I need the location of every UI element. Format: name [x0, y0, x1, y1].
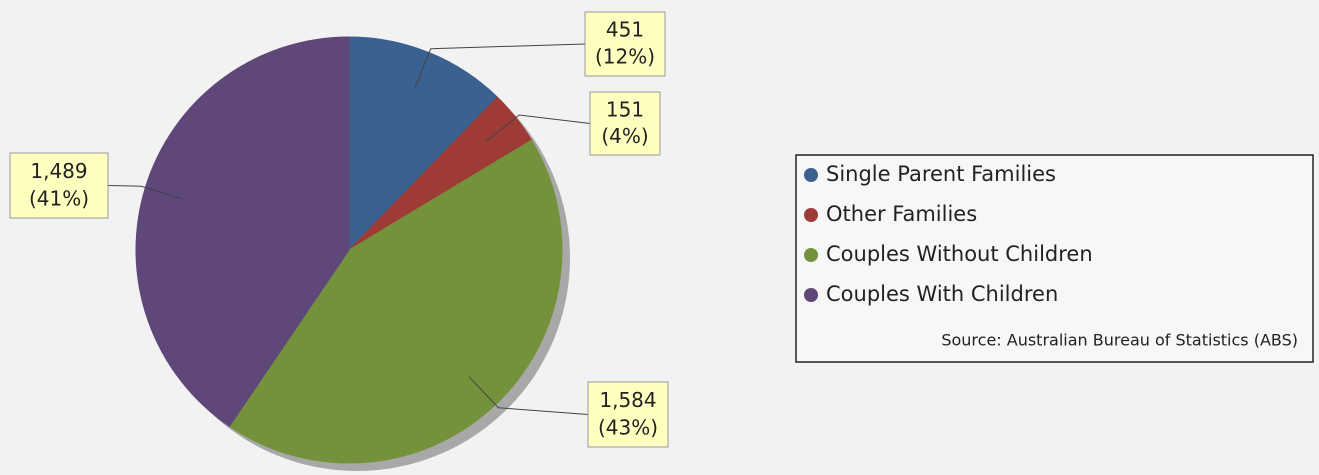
- legend-label: Couples Without Children: [826, 242, 1093, 266]
- percent-label: (43%): [598, 415, 658, 439]
- legend-swatch: [804, 248, 818, 262]
- value-label: 451: [606, 18, 644, 42]
- legend-label: Couples With Children: [826, 282, 1058, 306]
- leader-line: [414, 43, 586, 89]
- value-label: 1,489: [30, 159, 87, 183]
- label-box: [584, 11, 666, 77]
- label-box: [9, 152, 109, 219]
- percent-label: (12%): [595, 45, 655, 69]
- leader-line: [107, 185, 183, 200]
- legend-box: [795, 154, 1314, 363]
- legend-swatch: [804, 208, 818, 222]
- leader-line: [485, 114, 591, 142]
- leader-line: [468, 376, 589, 415]
- legend-label: Other Families: [826, 202, 977, 226]
- label-box: [587, 381, 669, 448]
- percent-label: (4%): [601, 124, 648, 148]
- value-label: 151: [606, 97, 644, 121]
- value-label: 1,584: [599, 388, 656, 412]
- source-note: Source: Australian Bureau of Statistics …: [941, 331, 1298, 350]
- legend-swatch: [804, 288, 818, 302]
- legend-swatch: [804, 168, 818, 182]
- legend-label: Single Parent Families: [826, 162, 1056, 186]
- label-box: [589, 91, 661, 156]
- percent-label: (41%): [29, 186, 89, 210]
